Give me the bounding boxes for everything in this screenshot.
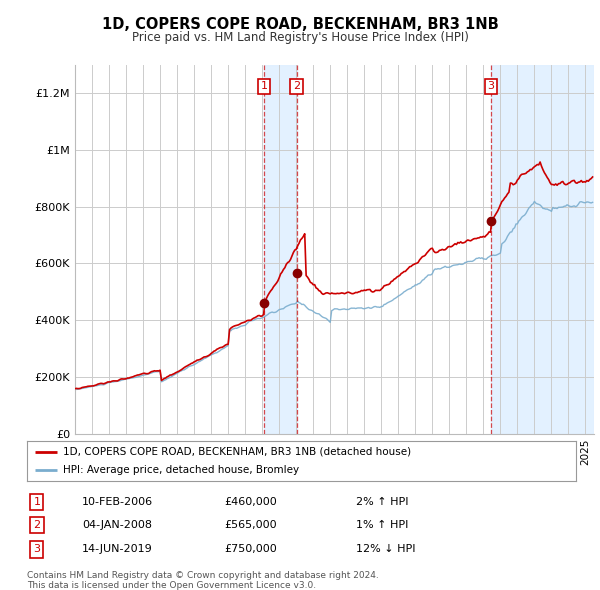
Text: 04-JAN-2008: 04-JAN-2008 [82,520,152,530]
Bar [491,65,594,434]
Text: 12% ↓ HPI: 12% ↓ HPI [356,545,416,555]
Text: 1: 1 [34,497,40,507]
Bar [264,65,297,434]
Text: 1D, COPERS COPE ROAD, BECKENHAM, BR3 1NB (detached house): 1D, COPERS COPE ROAD, BECKENHAM, BR3 1NB… [62,447,411,457]
Text: Contains HM Land Registry data © Crown copyright and database right 2024.: Contains HM Land Registry data © Crown c… [27,571,379,579]
Text: 10-FEB-2006: 10-FEB-2006 [82,497,153,507]
Text: 14-JUN-2019: 14-JUN-2019 [82,545,152,555]
Text: £565,000: £565,000 [224,520,277,530]
Text: 1% ↑ HPI: 1% ↑ HPI [356,520,409,530]
Text: 1D, COPERS COPE ROAD, BECKENHAM, BR3 1NB: 1D, COPERS COPE ROAD, BECKENHAM, BR3 1NB [101,17,499,31]
Text: 2: 2 [293,81,300,91]
Text: 2: 2 [34,520,40,530]
Text: 1: 1 [260,81,268,91]
Text: HPI: Average price, detached house, Bromley: HPI: Average price, detached house, Brom… [62,465,299,475]
Text: £750,000: £750,000 [224,545,277,555]
Text: This data is licensed under the Open Government Licence v3.0.: This data is licensed under the Open Gov… [27,581,316,589]
Text: Price paid vs. HM Land Registry's House Price Index (HPI): Price paid vs. HM Land Registry's House … [131,31,469,44]
Text: 3: 3 [34,545,40,555]
Text: 2% ↑ HPI: 2% ↑ HPI [356,497,409,507]
Text: 3: 3 [488,81,494,91]
Text: £460,000: £460,000 [224,497,277,507]
